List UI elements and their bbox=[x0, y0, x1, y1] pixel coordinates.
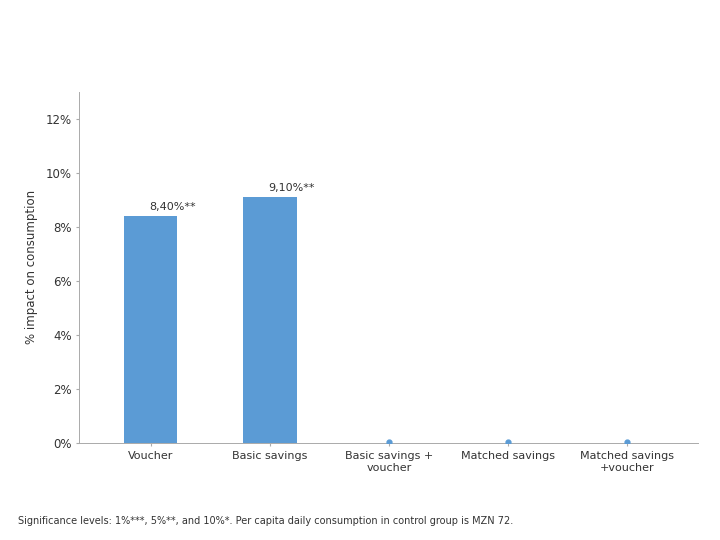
Text: Impact of treatments on consumption: Impact of treatments on consumption bbox=[18, 24, 582, 50]
Text: 8,40%**: 8,40%** bbox=[150, 202, 196, 212]
Bar bbox=[243, 197, 297, 443]
Text: Significance levels: 1%***, 5%**, and 10%*. Per capita daily consumption in cont: Significance levels: 1%***, 5%**, and 10… bbox=[18, 516, 513, 526]
Bar bbox=[124, 216, 177, 443]
Text: 9,10%**: 9,10%** bbox=[269, 183, 315, 193]
Y-axis label: % impact on consumption: % impact on consumption bbox=[25, 190, 38, 345]
